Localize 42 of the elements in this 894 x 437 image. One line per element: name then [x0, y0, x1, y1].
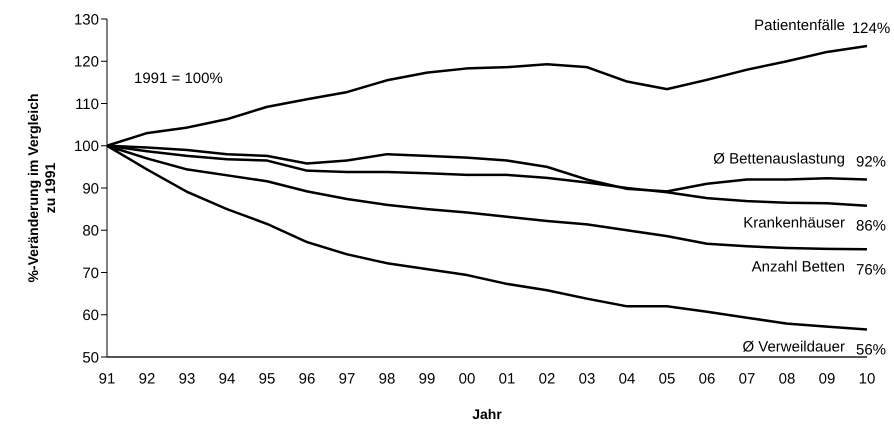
y-axis-title: %-Veränderung im Vergleich zu 1991 — [25, 93, 58, 283]
x-tick-label: 92 — [138, 370, 156, 388]
series-label: Patientenfälle — [754, 17, 845, 34]
x-tick-label: 10 — [858, 370, 876, 388]
y-tick-label: 110 — [75, 96, 99, 113]
annotation: 1991 = 100% — [134, 70, 223, 87]
x-tick-label: 98 — [378, 370, 396, 388]
x-tick-label: 06 — [698, 370, 716, 388]
x-tick-label: 00 — [458, 370, 476, 388]
y-tick-label: 60 — [82, 307, 99, 324]
x-tick-label: 03 — [578, 370, 596, 388]
y-tick-label: 70 — [82, 264, 99, 282]
x-tick-label: 04 — [618, 370, 636, 388]
x-tick-label: 07 — [738, 370, 756, 388]
y-tick-label: 120 — [74, 54, 99, 71]
data-label: 124% — [852, 20, 890, 38]
y-tick-label: 100 — [74, 138, 99, 156]
data-label: 86% — [856, 218, 886, 235]
y-tick-label: 130 — [74, 11, 99, 28]
x-tick-label: 02 — [538, 370, 556, 388]
x-tick-label: 05 — [658, 370, 676, 388]
x-tick-label: 91 — [98, 370, 116, 388]
x-tick-label: 97 — [338, 370, 356, 388]
x-tick-label: 01 — [498, 370, 516, 388]
series-label: Krankenhäuser — [743, 214, 846, 232]
data-label: 92% — [856, 154, 886, 171]
x-tick-label: 95 — [258, 370, 276, 388]
y-tick-label: 90 — [82, 180, 99, 198]
data-label: 56% — [856, 342, 886, 359]
series-label: Ø Bettenauslastung — [713, 150, 845, 168]
x-axis-title: Jahr — [472, 406, 502, 422]
series-label: Ø Verweildauer — [742, 338, 845, 356]
x-tick-label: 96 — [298, 370, 316, 388]
x-tick-label: 09 — [818, 370, 836, 388]
x-tick-label: 08 — [778, 370, 796, 388]
y-tick-label: 50 — [82, 349, 99, 366]
data-label: 76% — [856, 261, 886, 278]
x-tick-label: 94 — [218, 370, 236, 388]
series-label: Anzahl Betten — [752, 258, 845, 276]
x-tick-label: 99 — [418, 370, 436, 388]
x-tick-label: 93 — [178, 370, 196, 388]
y-tick-label: 80 — [82, 222, 99, 240]
